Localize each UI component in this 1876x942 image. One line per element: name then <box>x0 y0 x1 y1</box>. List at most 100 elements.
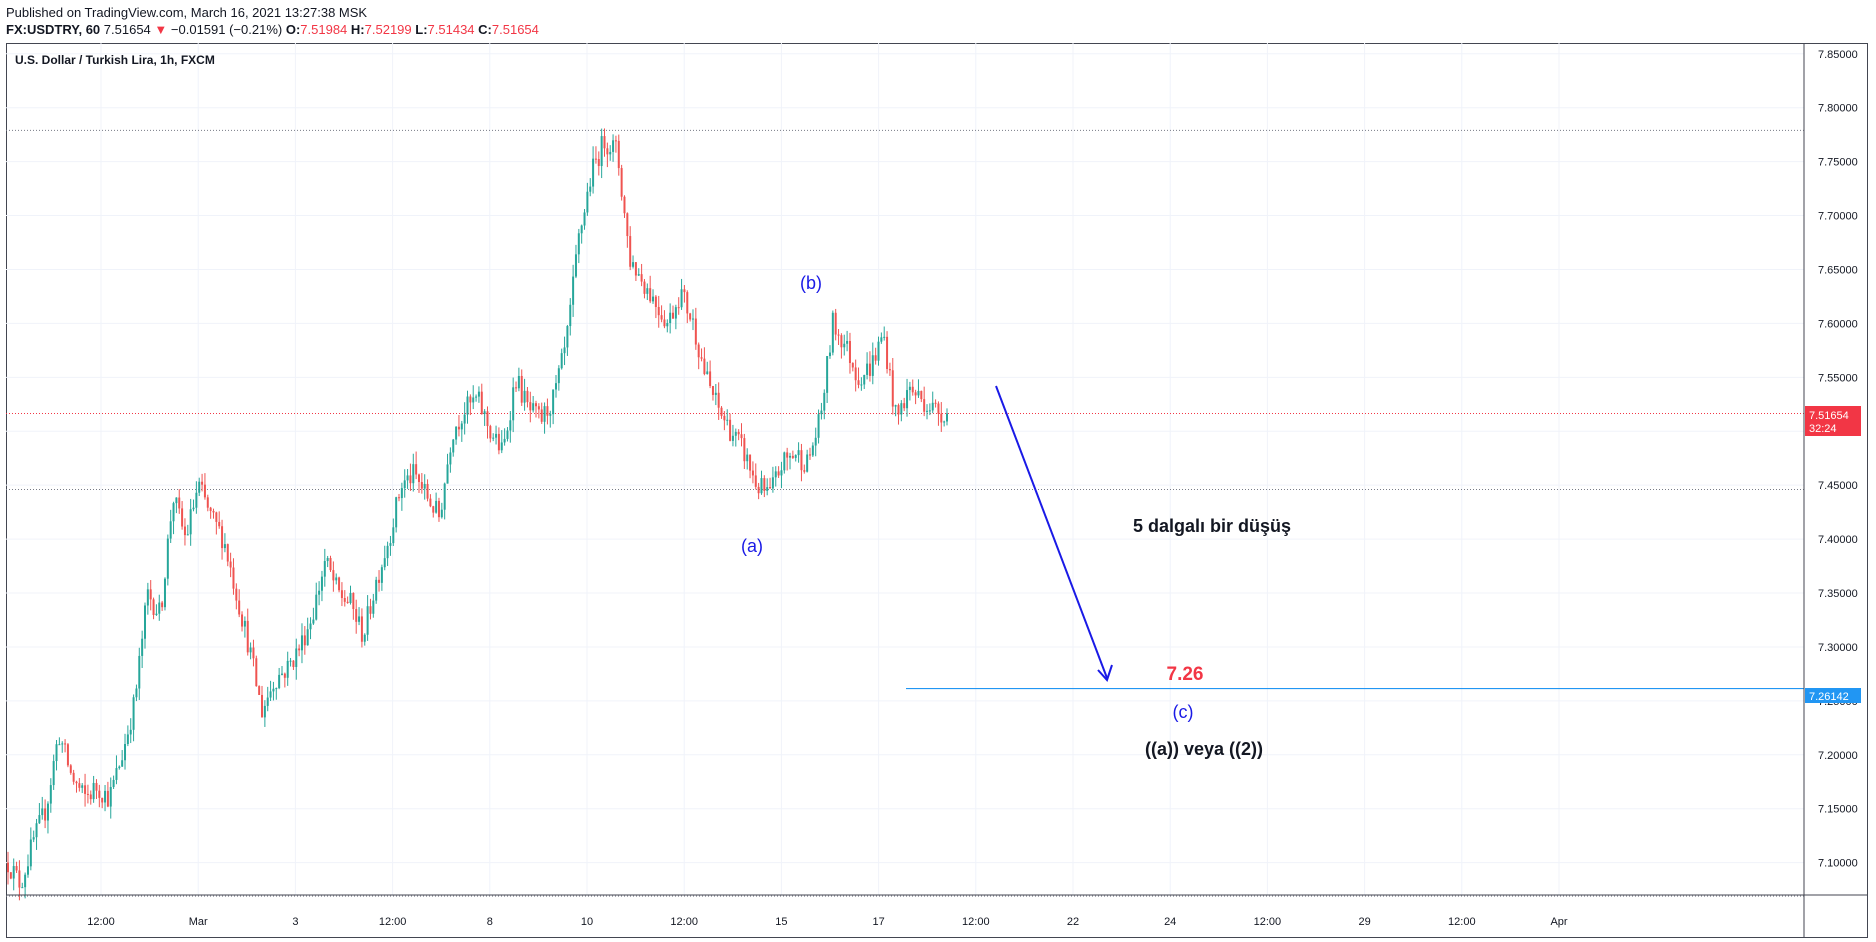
x-tick-label: 8 <box>487 916 493 928</box>
candle-body <box>549 414 552 416</box>
candle-body <box>198 481 201 493</box>
candle-body <box>152 599 155 615</box>
candle-body <box>181 508 184 527</box>
candle-body <box>223 544 226 549</box>
candle-body <box>289 660 292 662</box>
candle-body <box>734 431 737 436</box>
candle-body <box>437 500 440 518</box>
wave-b-label: (b) <box>800 273 822 293</box>
high-label: H: <box>350 22 365 37</box>
candle-body <box>831 312 834 353</box>
candle-body <box>372 600 375 614</box>
candle-body <box>486 411 489 427</box>
candle-body <box>44 808 47 821</box>
candle-body <box>66 744 69 766</box>
current-price-value: 7.51654 <box>1809 410 1849 422</box>
candle-body <box>906 390 909 409</box>
candle-body <box>814 437 817 446</box>
candle-body <box>383 558 386 568</box>
candle-body <box>229 561 232 568</box>
candle-body <box>612 140 615 152</box>
candle-body <box>660 315 663 320</box>
candle-body <box>32 837 35 840</box>
candle-body <box>492 437 495 439</box>
candle-body <box>392 527 395 544</box>
candle-body <box>569 304 572 327</box>
candle-body <box>143 605 146 639</box>
candle-body <box>577 233 580 255</box>
candle-body <box>629 236 632 267</box>
candle-body <box>192 507 195 510</box>
candle-body <box>460 423 463 430</box>
candle-body <box>343 598 346 602</box>
candle-body <box>828 352 831 357</box>
candle-body <box>340 590 343 599</box>
symbol-line: FX:USDTRY, 60 7.51654 ▼ −0.01591 (−0.21%… <box>6 21 539 38</box>
candle-body <box>760 478 763 494</box>
candle-body <box>600 136 603 167</box>
candle-body <box>457 426 460 430</box>
candle-body <box>246 620 249 653</box>
candle-body <box>261 694 264 718</box>
y-tick-label: 7.75000 <box>1818 157 1858 169</box>
candle-body <box>475 396 478 398</box>
y-tick-label: 7.60000 <box>1818 318 1858 330</box>
x-tick-label: 12:00 <box>670 916 698 928</box>
description-label: 5 dalgalı bir düşüş <box>1133 516 1291 536</box>
x-tick-label: 12:00 <box>1448 916 1476 928</box>
candle-body <box>848 341 851 364</box>
candle-body <box>395 497 398 528</box>
candle-body <box>931 402 934 411</box>
y-tick-label: 7.40000 <box>1818 534 1858 546</box>
candle-body <box>243 620 246 627</box>
candle-body <box>791 455 794 458</box>
candle-body <box>723 415 726 421</box>
candle-body <box>138 655 141 689</box>
candle-body <box>888 369 891 371</box>
candle-body <box>500 442 503 451</box>
x-tick-label: 12:00 <box>1254 916 1282 928</box>
candle-body <box>415 464 418 475</box>
candle-body <box>72 772 75 782</box>
candle-body <box>926 410 929 412</box>
candle-body <box>349 592 352 603</box>
candle-body <box>771 477 774 489</box>
open-value: 7.51984 <box>300 22 348 37</box>
candle-body <box>432 506 435 513</box>
candle-body <box>626 213 629 237</box>
candle-body <box>118 766 121 769</box>
candle-body <box>586 191 589 213</box>
price-chart[interactable]: 7.85000 7.80000 7.75000 7.70000 7.65000 7.600… <box>6 43 1868 939</box>
candle-body <box>574 254 577 277</box>
candle-body <box>652 296 655 302</box>
y-tick-label: 7.55000 <box>1818 372 1858 384</box>
candle-body <box>583 212 586 226</box>
candle-body <box>435 500 438 513</box>
time-axis[interactable]: 12:00 Mar 3 12:00 8 10 12:00 15 17 12:00 22 24 12:00… <box>87 916 1568 928</box>
candle-body <box>469 396 472 403</box>
candle-body <box>106 790 109 807</box>
x-tick-label: 10 <box>581 916 593 928</box>
candle-body <box>463 414 466 424</box>
candle-body <box>817 414 820 438</box>
candle-body <box>215 512 218 522</box>
candle-body <box>280 673 283 675</box>
candle-body <box>101 797 104 803</box>
candle-body <box>92 782 95 800</box>
candle-body <box>186 534 189 536</box>
candle-body <box>295 648 298 667</box>
candle-body <box>811 445 814 456</box>
candle-body <box>883 336 886 338</box>
candle-body <box>943 421 946 423</box>
candle-body <box>155 613 158 615</box>
candle-body <box>763 478 766 491</box>
candle-body <box>406 475 409 481</box>
candle-body <box>543 406 546 422</box>
candle-body <box>278 674 281 689</box>
candle-body <box>235 588 238 601</box>
candle-body <box>572 276 575 305</box>
candle-body <box>315 594 318 620</box>
x-tick-label: 12:00 <box>379 916 407 928</box>
candle-body <box>35 823 38 838</box>
candle-body <box>854 367 857 381</box>
